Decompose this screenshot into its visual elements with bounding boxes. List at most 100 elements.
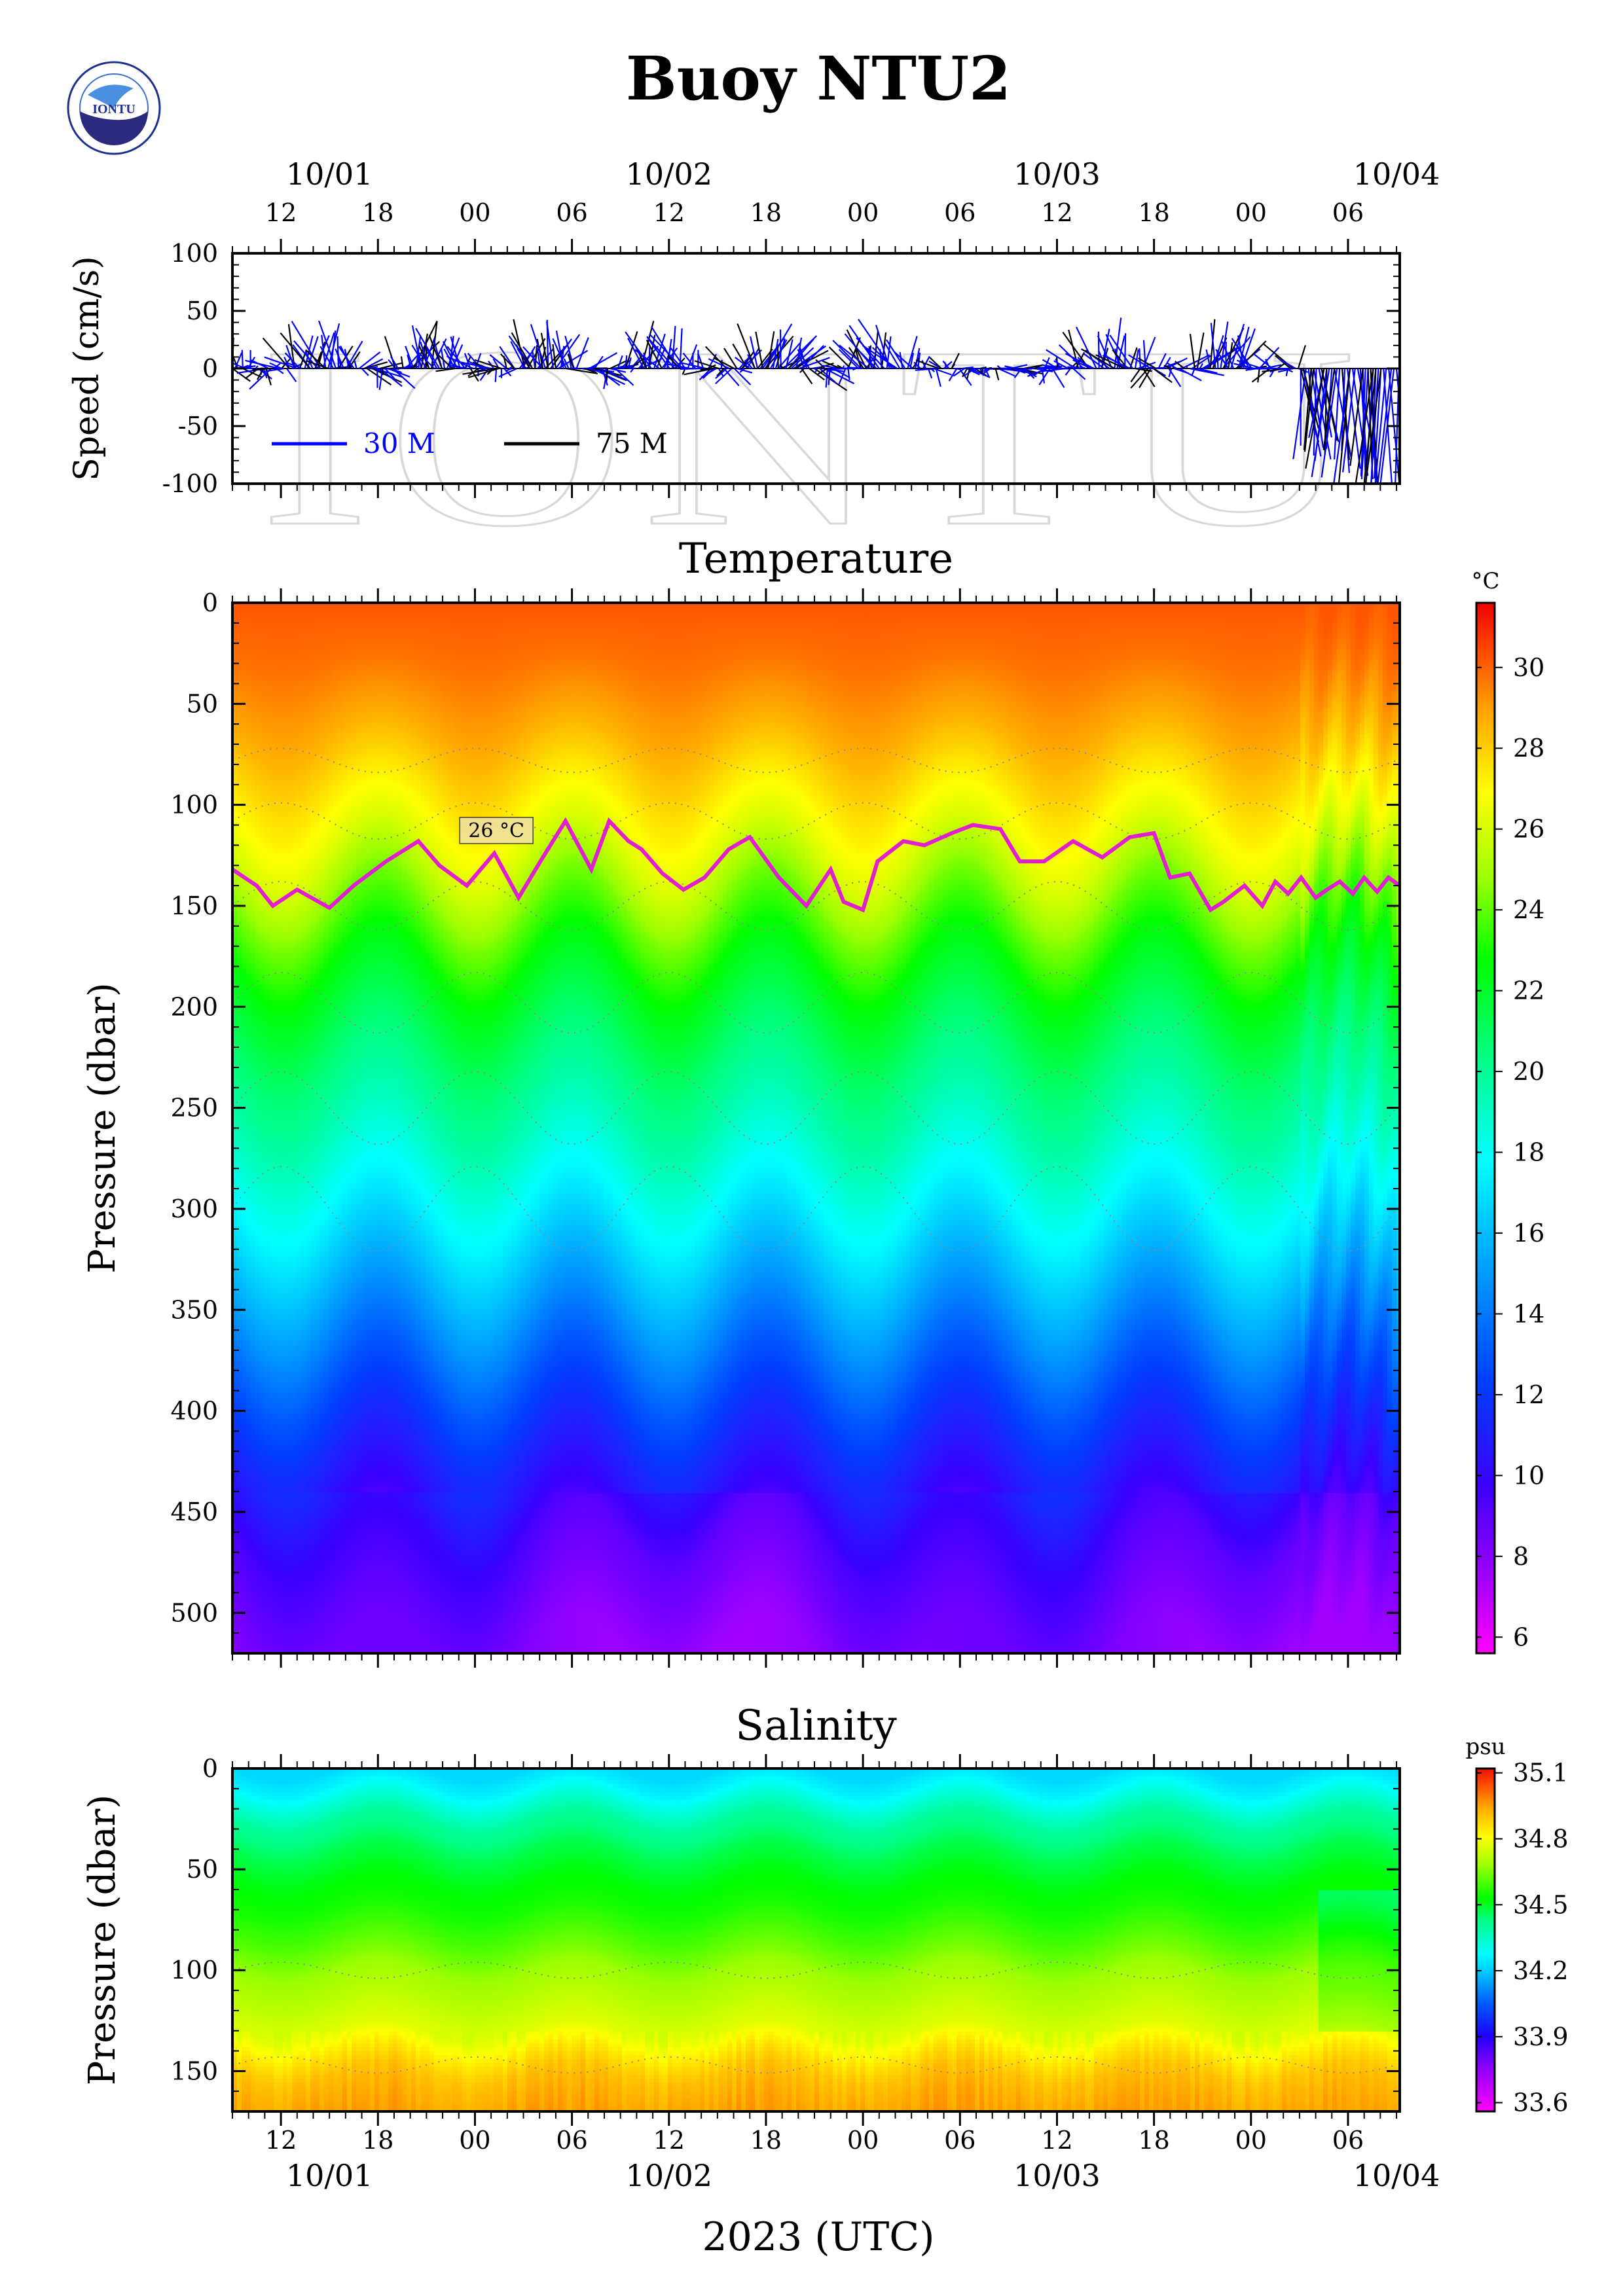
temperature-cell <box>255 624 261 630</box>
temperature-cell <box>269 1645 274 1651</box>
temperature-cell <box>274 1393 279 1399</box>
temperature-cell <box>242 1519 247 1525</box>
temperature-cell <box>260 1383 265 1389</box>
temperature-cell <box>255 854 261 860</box>
temperature-cell <box>278 1482 283 1488</box>
temperature-cell <box>264 1043 270 1049</box>
temperature-cell <box>269 1126 274 1132</box>
temperature-cell <box>264 1001 270 1007</box>
temperature-cell <box>278 996 283 1001</box>
temperature-cell <box>242 1514 247 1520</box>
temperature-cell <box>264 1362 270 1368</box>
temperature-cell <box>255 948 261 954</box>
temperature-cell <box>251 1435 256 1441</box>
temperature-cell <box>278 943 283 949</box>
temperature-cell <box>260 645 265 651</box>
temperature-cell <box>260 1488 265 1494</box>
temperature-cell <box>251 1132 256 1138</box>
temperature-cell <box>251 1598 256 1604</box>
temperature-cell <box>237 1278 242 1284</box>
temperature-cell <box>278 1105 283 1111</box>
temperature-cell <box>274 671 279 677</box>
temperature-cell <box>269 692 274 698</box>
temperature-cell <box>274 1629 279 1635</box>
temperature-cell <box>242 619 247 624</box>
temperature-cell <box>246 1472 251 1478</box>
temperature-cell <box>237 1142 242 1148</box>
speed-stick <box>242 350 243 368</box>
temperature-cell <box>264 1189 270 1195</box>
temperature-cell <box>237 1194 242 1200</box>
temperature-cell <box>264 1430 270 1436</box>
temperature-cell <box>264 1477 270 1483</box>
temperature-cell <box>251 1215 256 1221</box>
temperature-cell <box>260 681 265 687</box>
temperature-cell <box>246 964 251 970</box>
temperature-cell <box>274 844 279 850</box>
temperature-cell <box>260 1022 265 1028</box>
temperature-cell <box>260 1451 265 1457</box>
temperature-cell <box>269 770 274 776</box>
temperature-cell <box>260 781 265 787</box>
temperature-cell <box>274 1268 279 1274</box>
temperature-cell <box>269 1399 274 1405</box>
temperature-cell <box>269 1372 274 1378</box>
temperature-cell <box>264 1116 270 1122</box>
temperature-cell <box>264 1577 270 1583</box>
temperature-cell <box>269 1048 274 1054</box>
temperature-cell <box>246 1006 251 1012</box>
temperature-cell <box>237 1346 242 1352</box>
temperature-cell <box>260 676 265 682</box>
temperature-cell <box>237 1001 242 1007</box>
temperature-cell <box>264 1205 270 1211</box>
temperature-cell <box>246 1409 251 1415</box>
speed-stick <box>606 368 607 381</box>
temperature-cell <box>246 1446 251 1452</box>
temperature-cell <box>237 1294 242 1300</box>
temperature-cell <box>255 1320 261 1326</box>
temperature-cell <box>237 975 242 980</box>
temperature-cell <box>264 1556 270 1562</box>
temperature-cell <box>251 1032 256 1038</box>
temperature-cell <box>260 1587 265 1593</box>
temperature-cell <box>260 755 265 761</box>
temperature-cell <box>278 1179 283 1185</box>
temperature-cell <box>237 1551 242 1556</box>
temperature-cell <box>274 639 279 645</box>
temperature-cell <box>255 1085 261 1090</box>
temperature-cell <box>260 1566 265 1572</box>
temperature-cell <box>278 1095 283 1101</box>
temperature-cell <box>246 1116 251 1122</box>
temperature-cell <box>251 802 256 808</box>
temperature-cell <box>260 1320 265 1326</box>
temperature-cell <box>255 1582 261 1588</box>
temperature-cell <box>246 1016 251 1022</box>
y-tick-label: -50 <box>178 412 218 440</box>
temperature-cell <box>237 1090 242 1096</box>
temperature-cell <box>274 1331 279 1336</box>
temperature-cell <box>237 1420 242 1426</box>
temperature-cell <box>264 980 270 986</box>
temperature-cell <box>278 1420 283 1426</box>
temperature-cell <box>264 933 270 939</box>
temperature-cell <box>269 980 274 986</box>
temperature-cell <box>237 1634 242 1640</box>
temperature-cell <box>251 1027 256 1033</box>
temperature-cell <box>242 1294 247 1300</box>
temperature-cell <box>278 723 283 729</box>
temperature-cell <box>255 681 261 687</box>
temperature-cell <box>237 1242 242 1247</box>
temperature-cell <box>251 744 256 750</box>
temperature-cell <box>255 1388 261 1394</box>
temperature-cell <box>260 1446 265 1452</box>
temperature-cell <box>269 912 274 918</box>
temperature-cell <box>264 702 270 708</box>
temperature-cell <box>269 1268 274 1274</box>
temperature-cell <box>255 922 261 928</box>
temperature-cell <box>264 739 270 745</box>
temperature-cell <box>278 828 283 834</box>
temperature-cell <box>269 608 274 614</box>
temperature-cell <box>274 1378 279 1384</box>
temperature-cell <box>237 1362 242 1368</box>
temperature-cell <box>246 849 251 855</box>
